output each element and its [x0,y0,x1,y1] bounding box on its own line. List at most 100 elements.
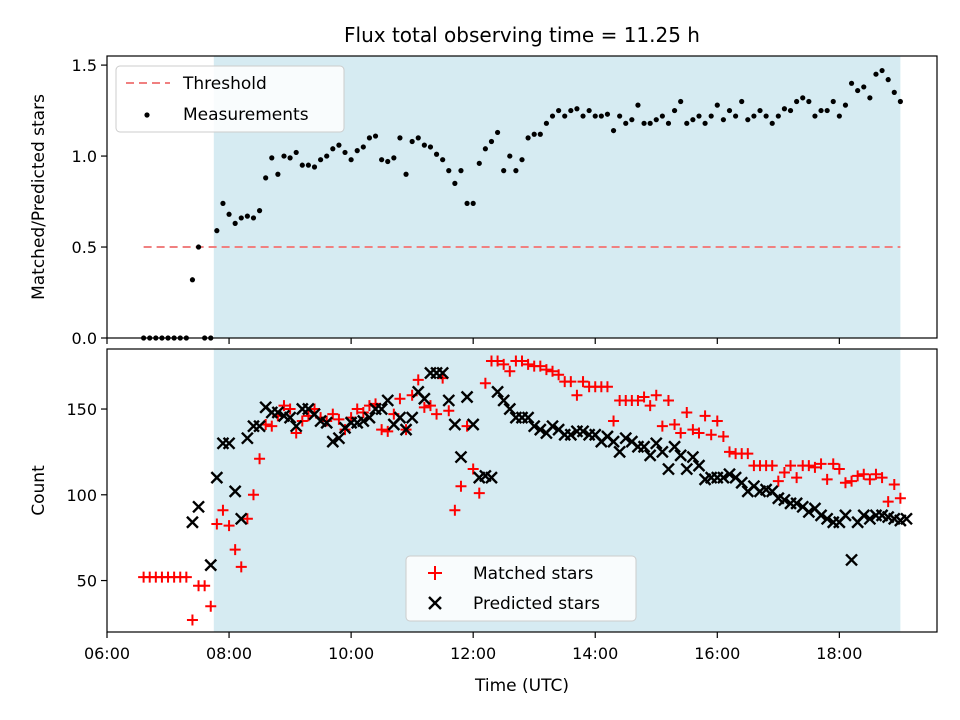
matched-star-point [675,427,687,439]
measurement-point [647,120,653,126]
predicted-star-point [649,436,663,450]
matched-star-point [724,446,735,458]
matched-star-point [827,458,839,470]
predicted-star-point [686,450,700,464]
predicted-star-point [271,406,285,419]
matched-star-point [284,403,296,415]
matched-star-point [785,460,797,472]
legend-matched-label: Matched stars [473,564,593,584]
matched-star-point [394,393,406,405]
measurement-point [665,120,672,126]
legend-predicted-label: Predicted stars [473,594,600,614]
measurement-point [836,113,842,119]
measurement-point [671,107,678,114]
predicted-star-point [613,445,626,459]
measurement-point [250,215,257,221]
measurement-point [897,98,903,105]
measurement-point [592,113,598,119]
measurement-point [702,120,708,126]
measurement-point [421,142,427,148]
measurement-point [812,113,818,119]
matched-star-point [553,369,565,381]
matched-star-point [498,358,510,370]
predicted-stars-series [186,366,913,572]
predicted-star-point [326,435,340,448]
matched-star-point [382,425,394,437]
predicted-star-point [668,440,681,454]
matched-star-point [254,453,266,465]
measurement-point [818,107,824,114]
predicted-star-point [497,394,511,407]
matched-star-point [632,394,644,406]
measurement-point [549,113,556,119]
matched-star-point [321,415,333,427]
measurements-series [141,67,903,341]
measurement-point [446,168,452,174]
predicted-star-point [564,428,578,442]
measurement-point [806,98,812,105]
measurement-point [238,215,244,221]
measurement-point [348,157,354,163]
chart-title: Flux total observing time = 11.25 h [344,23,700,47]
predicted-star-point [619,431,633,445]
matched-star-point [571,389,583,401]
legend-measurements-swatch [144,112,150,118]
measurement-point [366,135,373,141]
top-panel-frame [106,55,938,339]
matched-star-point [711,415,723,427]
measurement-point [330,146,336,152]
predicted-star-point [491,385,504,399]
legend-measurements-label: Measurements [183,105,309,125]
x-tick-label-5: 16:00 [694,644,740,663]
measurement-point [360,144,366,150]
y-tick-label-bot-2: 150 [66,400,97,419]
measurement-point [867,95,873,101]
matched-star-point [205,600,217,612]
measurement-point [256,208,263,214]
matched-star-point [443,405,455,417]
matched-star-point [565,376,577,388]
predicted-star-point [820,512,834,526]
measurement-point [763,113,769,119]
measurement-point [635,102,641,108]
measurement-point [824,107,830,114]
measurement-point [354,148,360,154]
predicted-star-point [900,512,913,526]
measurement-point [739,98,745,105]
predicted-star-point [241,431,254,445]
predicted-star-point [234,512,248,526]
matched-star-point [882,496,894,508]
predicted-star-point [527,419,541,433]
measurement-point [781,106,788,112]
measurement-point [653,117,659,123]
matched-star-point [638,391,650,403]
matched-star-point [772,475,784,487]
matched-star-point [235,561,247,573]
matched-star-point [644,400,656,412]
measurement-point [440,157,446,163]
matched-star-point [296,415,308,427]
measurement-point [293,149,299,156]
predicted-star-point [356,414,370,428]
predicted-star-point [253,419,266,433]
matched-star-point [217,504,229,516]
matched-star-point [473,487,485,499]
matched-star-point [766,460,778,472]
matched-star-point [479,377,491,389]
predicted-star-point [283,411,297,424]
measurement-point [220,200,226,206]
x-tick-label-1: 08:00 [206,644,252,663]
matched-star-point [803,460,815,472]
predicted-star-point [863,512,877,526]
predicted-star-point [393,411,407,424]
measurement-point [842,102,849,108]
measurement-point [470,200,476,206]
x-tick-label-4: 14:00 [572,644,618,663]
predicted-star-point [222,436,236,450]
measurement-point [244,213,250,219]
matched-star-point [601,381,613,393]
predicted-star-point [485,471,498,484]
measurement-point [891,89,897,95]
measurement-point [226,211,232,217]
measurement-point [574,106,580,112]
